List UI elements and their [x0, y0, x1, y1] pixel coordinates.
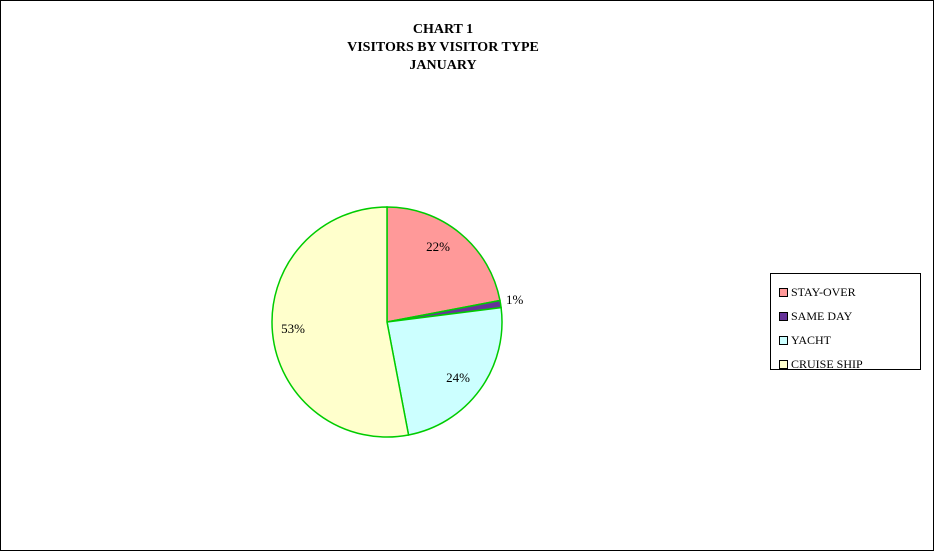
pie-slice-cruise-ship: [271, 206, 410, 438]
chart-title-line-1: CHART 1: [412, 22, 474, 37]
slice-label-same-day: 1%: [506, 292, 524, 307]
legend-label-same-day: SAME DAY: [791, 309, 853, 323]
pie-slice-yacht: [386, 306, 503, 436]
chart-title-line-2: VISITORS BY VISITOR TYPE: [347, 40, 539, 55]
chart-title-line-3: JANUARY: [409, 58, 477, 73]
pie-slice-stay-over: [386, 206, 501, 323]
slice-label-stay-over: 22%: [426, 239, 450, 254]
legend-item-yacht: YACHT: [779, 328, 920, 352]
legend-label-yacht: YACHT: [791, 333, 832, 347]
slice-label-yacht: 24%: [446, 370, 470, 385]
legend-swatch-same-day: [779, 311, 788, 321]
legend-swatch-stay-over: [779, 287, 788, 297]
legend-label-cruise-ship: CRUISE SHIP: [791, 357, 863, 371]
legend: STAY-OVER SAME DAY YACHT CRUISE SHIP: [770, 273, 921, 371]
chart-title: CHART 1 VISITORS BY VISITOR TYPE JANUARY: [1, 21, 885, 75]
legend-label-stay-over: STAY-OVER: [791, 285, 856, 299]
legend-item-stay-over: STAY-OVER: [779, 280, 920, 304]
slice-label-cruise-ship: 53%: [281, 321, 305, 336]
legend-swatch-yacht: [779, 335, 788, 345]
legend-item-cruise-ship: CRUISE SHIP: [779, 352, 920, 376]
legend-item-same-day: SAME DAY: [779, 304, 920, 328]
legend-swatch-cruise-ship: [779, 359, 788, 369]
